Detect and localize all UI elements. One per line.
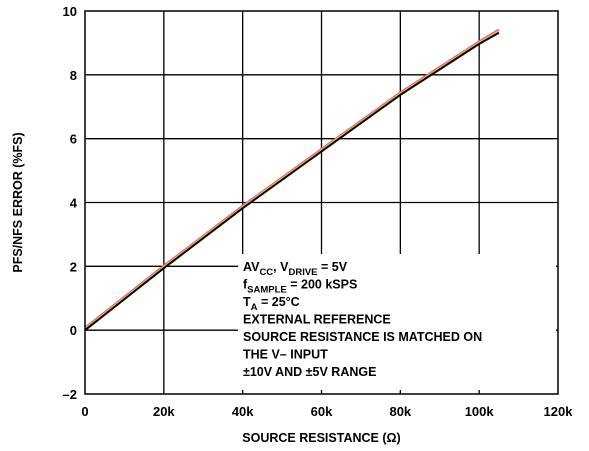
annotation-line: fSAMPLE = 200 kSPS — [243, 278, 357, 296]
annotation-background — [238, 254, 556, 390]
y-tick-label: 4 — [70, 196, 78, 211]
annotation-text: T — [243, 295, 251, 309]
y-axis-title: PFS/NFS ERROR (%FS) — [11, 132, 25, 272]
annotation-line: THE V– INPUT — [243, 348, 328, 362]
annotation-text: SOURCE RESISTANCE IS MATCHED ON — [243, 330, 482, 344]
annotation-line: EXTERNAL REFERENCE — [243, 313, 391, 327]
annotation-text: AV — [243, 260, 260, 274]
annotation-subscript: A — [251, 302, 258, 313]
x-tick-labels: 0 20k 40k 60k 80k 100k 120k — [81, 404, 573, 419]
x-tick-label: 0 — [81, 404, 88, 419]
annotation-line: SOURCE RESISTANCE IS MATCHED ON — [243, 330, 482, 344]
x-tick-label: 80k — [389, 404, 411, 419]
annotation-text: , V — [273, 260, 289, 274]
annotation-line: TA = 25°C — [243, 295, 300, 313]
annotation-text: f — [243, 278, 248, 292]
annotation-text: THE V– INPUT — [243, 348, 328, 362]
y-tick-labels: –2 0 2 4 6 8 10 — [63, 4, 78, 402]
y-tick-label: 2 — [70, 259, 77, 274]
x-tick-label: 100k — [465, 404, 495, 419]
plot-frame — [84, 10, 559, 395]
annotation-subscript: DRIVE — [288, 267, 317, 278]
y-tick-label: 10 — [63, 4, 77, 19]
annotation-text: EXTERNAL REFERENCE — [243, 313, 391, 327]
y-tick-label: 0 — [70, 323, 77, 338]
x-tick-label: 60k — [311, 404, 333, 419]
annotation-text: = 5V — [318, 260, 348, 274]
annotation-line: ±10V AND ±5V RANGE — [243, 365, 376, 379]
annotation-text: ±10V AND ±5V RANGE — [243, 365, 376, 379]
series-group — [84, 28, 500, 331]
y-tick-label: 8 — [70, 68, 77, 83]
annotation-text: = 200 kSPS — [287, 278, 358, 292]
x-tick-label: 20k — [153, 404, 175, 419]
annotation-subscript: SAMPLE — [247, 285, 287, 296]
series-line-1 — [84, 28, 500, 329]
series-line-3 — [84, 31, 500, 331]
y-tick-label: 6 — [70, 132, 77, 147]
x-axis-title: SOURCE RESISTANCE (Ω) — [242, 431, 400, 445]
y-tick-label: –2 — [63, 387, 77, 402]
annotation-line: AVCC, VDRIVE = 5V — [243, 260, 348, 278]
annotation-subscript: CC — [259, 267, 273, 278]
x-tick-label: 40k — [232, 404, 254, 419]
x-tick-label: 120k — [544, 404, 574, 419]
annotation-text: = 25°C — [258, 295, 300, 309]
